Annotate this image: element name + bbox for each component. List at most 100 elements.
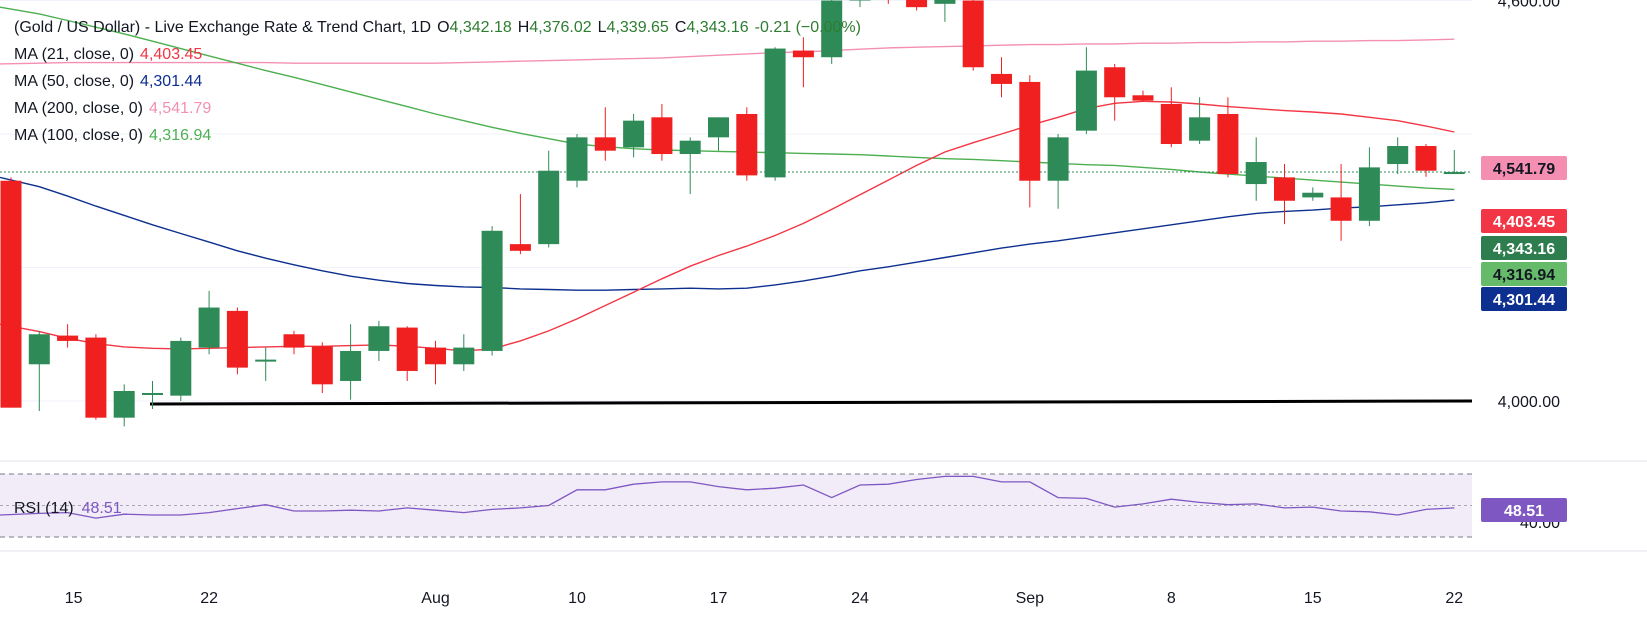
ma50-value: 4,301.44 [140, 73, 203, 90]
candle-body [1245, 162, 1267, 185]
candle-body [962, 0, 984, 68]
candle-body [340, 350, 362, 381]
candle-body [311, 346, 333, 385]
x-tick-label: Sep [1016, 590, 1045, 607]
close-value: 4,343.16 [686, 19, 749, 36]
rsi-tag-text: 48.51 [1504, 503, 1544, 520]
candle-body [481, 230, 503, 351]
candle [255, 347, 277, 381]
close-label: C [674, 19, 687, 36]
candle [821, 0, 843, 64]
x-tick-label: 22 [1445, 590, 1463, 607]
candle-body [1104, 67, 1126, 98]
ma50-tag-text: 4,301.44 [1493, 292, 1555, 309]
ma21-legend[interactable]: MA (21, close, 0) 4,403.45 [14, 41, 861, 68]
candle-body [623, 120, 645, 148]
candle-body [1415, 146, 1437, 171]
candle [566, 134, 588, 188]
candle-body [651, 117, 673, 155]
candle [1160, 87, 1182, 148]
candle [170, 337, 192, 401]
time-axis: 15 22 Aug 10 17 24 Sep 8 15 22 [65, 590, 1464, 607]
ma21-label: MA (21, close, 0) [14, 46, 135, 63]
candle [1217, 97, 1239, 178]
candle [113, 384, 135, 427]
candle-body [1387, 146, 1409, 165]
candle-body [708, 117, 729, 138]
candle-body [1274, 177, 1295, 201]
candle-body [566, 137, 588, 181]
symbol-title: (Gold / US Dollar) - Live Exchange Rate … [14, 19, 432, 36]
ma100-tag-text: 4,316.94 [1493, 267, 1555, 284]
change-value: -0.21 (−0.00%) [754, 19, 861, 36]
candle [651, 103, 673, 161]
candle [396, 326, 418, 381]
low-value: 4,339.65 [606, 19, 669, 36]
candle-body [821, 0, 843, 58]
x-tick-label: 15 [65, 590, 83, 607]
candle [57, 324, 79, 348]
ma200-tag-text: 4,541.79 [1493, 161, 1555, 178]
x-tick-label: 8 [1167, 590, 1176, 607]
candle [679, 137, 701, 195]
candle-body [679, 140, 701, 155]
price-tag: 4,343.16 [1481, 236, 1567, 260]
candle-body [57, 335, 79, 341]
candle-body [425, 347, 446, 365]
candle [453, 334, 475, 371]
rsi-legend[interactable]: RSI (14) 48.51 [14, 500, 122, 518]
candle [792, 37, 814, 88]
candle-body [1443, 172, 1465, 175]
ma50-legend[interactable]: MA (50, close, 0) 4,301.44 [14, 68, 861, 95]
ma100-tag-bg [1481, 262, 1567, 286]
candle [849, 0, 871, 8]
rsi-band [0, 474, 1472, 537]
candle [1415, 144, 1437, 177]
candle-body [283, 334, 305, 348]
ma200-legend[interactable]: MA (200, close, 0) 4,541.79 [14, 95, 861, 122]
high-label: H [517, 19, 530, 36]
candle-body [170, 340, 192, 396]
candle [764, 47, 786, 181]
candle [283, 330, 305, 355]
ma100-label: MA (100, close, 0) [14, 127, 143, 144]
candle-body [1302, 192, 1324, 198]
candle-body [255, 359, 277, 362]
ma21-tag-bg [1481, 209, 1567, 233]
candle-body [538, 170, 560, 245]
candle-body [1217, 113, 1239, 175]
candle-body [198, 307, 220, 348]
rsi-value: 48.51 [81, 500, 122, 517]
candle [1358, 147, 1380, 227]
x-tick-label: 17 [710, 590, 728, 607]
candle [1302, 187, 1324, 201]
open-value: 4,342.18 [449, 19, 512, 36]
chart-legend: (Gold / US Dollar) - Live Exchange Rate … [14, 14, 861, 149]
candle [226, 307, 248, 375]
candle [85, 334, 107, 420]
ma21-tag-text: 4,403.45 [1493, 214, 1555, 231]
candle [340, 324, 362, 400]
ma100-tag: 4,316.94 [1481, 262, 1567, 286]
candle-body [368, 326, 390, 351]
candle [1274, 164, 1295, 225]
ma200-label: MA (200, close, 0) [14, 100, 143, 117]
ma100-legend[interactable]: MA (100, close, 0) 4,316.94 [14, 122, 861, 149]
candle-body [849, 0, 871, 1]
open-label: O [437, 19, 450, 36]
rsi-tag: 48.51 [1481, 498, 1567, 522]
candle-body [792, 50, 814, 58]
ma50-line [0, 176, 1455, 291]
price-tag-text: 4,343.16 [1493, 241, 1555, 258]
x-tick-label: 22 [200, 590, 218, 607]
candle [1019, 75, 1041, 208]
candle [991, 57, 1012, 98]
ma50-label: MA (50, close, 0) [14, 73, 135, 90]
candle-body [1047, 137, 1069, 181]
symbol-row: (Gold / US Dollar) - Live Exchange Rate … [14, 14, 861, 41]
x-tick-label: 10 [568, 590, 586, 607]
candle-body [1132, 95, 1154, 101]
ma200-line [0, 38, 1455, 65]
candle-body [991, 73, 1012, 84]
candle-body [1189, 117, 1211, 141]
